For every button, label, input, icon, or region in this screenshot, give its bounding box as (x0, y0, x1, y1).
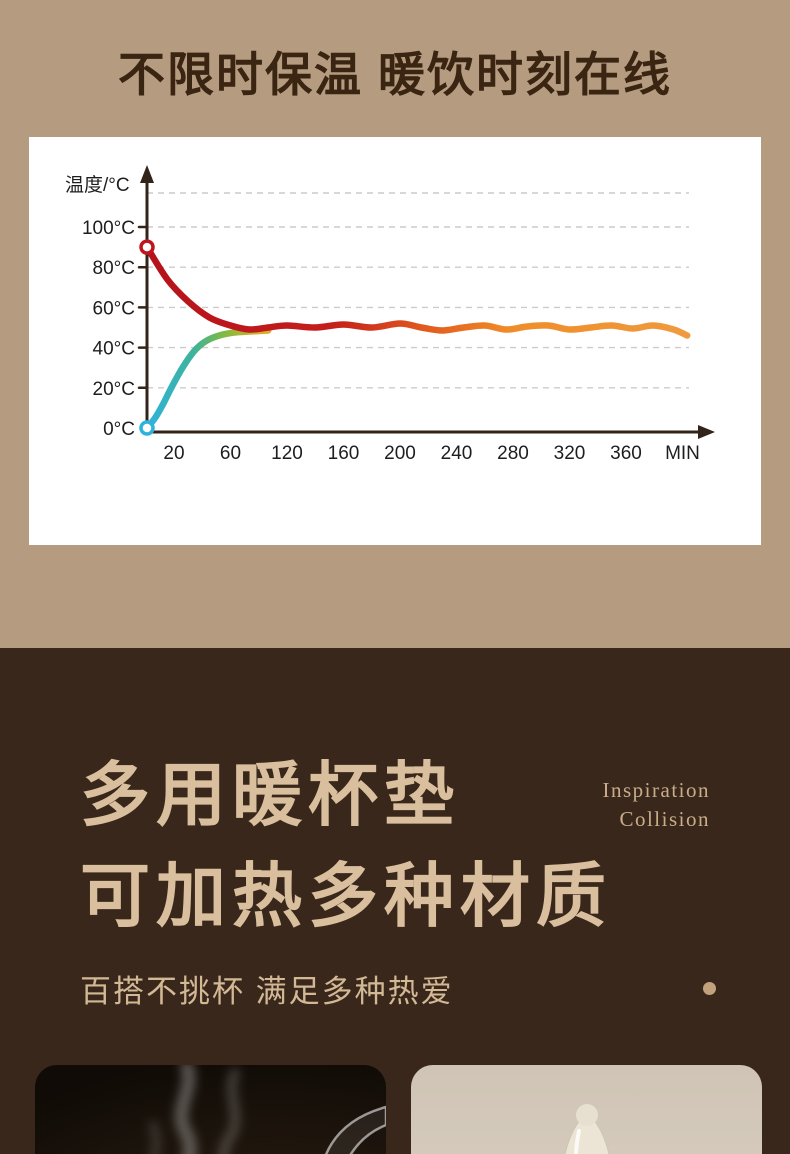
baby-bottle-icon (564, 1104, 610, 1154)
photo-background (35, 1065, 386, 1154)
heading-row: 多用暖杯垫 Inspiration Collision (80, 756, 710, 835)
axes (137, 165, 715, 439)
photo-card-baby-bottle (411, 1065, 762, 1154)
series-cold-drink-warming (143, 327, 272, 432)
start-marker-hot-drink-cooling (139, 239, 155, 255)
temperature-chart-card: 温度/°C 0°C 20°C 40°C 60°C 80°C 100°C 20 60 120 160 2… (29, 137, 761, 545)
x-tick-label: 240 (441, 443, 473, 464)
tagline-line1: Inspiration (602, 778, 710, 802)
start-marker-cold-drink-warming (139, 420, 155, 436)
x-tick-label: 280 (497, 443, 529, 464)
x-tick-label: 160 (328, 443, 360, 464)
series-hot-drink-cooling (143, 243, 691, 339)
subtitle-row: 百搭不挑杯 满足多种热爱 (80, 966, 716, 1011)
section-subtitle: 百搭不挑杯 满足多种热爱 (80, 974, 454, 1010)
section-title: 不限时保温 暖饮时刻在线 (117, 48, 673, 101)
x-tick-label: MIN (665, 443, 700, 464)
glass-teapot-spout-icon (324, 1105, 386, 1154)
baby-bottle-photo (411, 1065, 762, 1154)
x-tick-label: 60 (220, 443, 241, 464)
y-tick-label: 0°C (103, 419, 135, 440)
heading-line2: 可加热多种材质 (80, 856, 612, 935)
x-tick-label: 320 (554, 443, 586, 464)
heat-preservation-section: 不限时保温 暖饮时刻在线 温度/°C 0°C 20°C 40°C 60°C 80°C 100… (0, 0, 790, 648)
x-tick-label: 360 (610, 443, 642, 464)
x-tick-label: 120 (271, 443, 303, 464)
x-tick-label: 200 (384, 443, 416, 464)
y-tick-label: 20°C (93, 379, 135, 400)
heading-line1: 多用暖杯垫 (80, 756, 460, 834)
y-tick-label: 80°C (93, 258, 135, 279)
english-tagline: Inspiration Collision (603, 760, 710, 835)
y-tick-label: 40°C (93, 339, 135, 360)
steam-wisps-icon (148, 1065, 241, 1154)
y-tick-label: 60°C (93, 298, 135, 319)
photo-row (0, 1065, 790, 1154)
glass-cups-steam-photo (35, 1065, 386, 1154)
x-tick-label: 20 (163, 443, 184, 464)
temperature-chart: 温度/°C 0°C 20°C 40°C 60°C 80°C 100°C 20 60 120 160 2… (65, 165, 715, 464)
tagline-line2: Collision (619, 807, 710, 832)
multi-use-section: 多用暖杯垫 Inspiration Collision 可加热多种材质 百搭不挑… (0, 648, 790, 1011)
axis-labels: 温度/°C 0°C 20°C 40°C 60°C 80°C 100°C 20 60 120 160 2… (65, 174, 700, 464)
y-axis-title: 温度/°C (65, 174, 130, 196)
photo-card-glass-cups (35, 1065, 386, 1154)
y-tick-label: 100°C (82, 218, 135, 239)
accent-dot (703, 982, 716, 996)
gridlines (147, 192, 689, 389)
